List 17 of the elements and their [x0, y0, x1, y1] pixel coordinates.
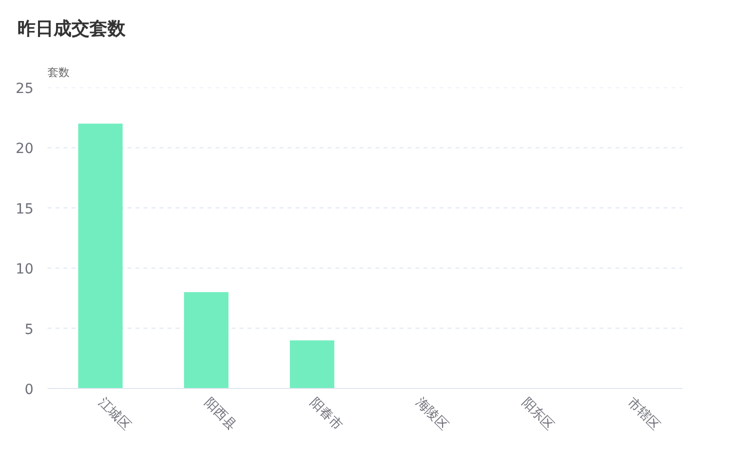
bar: [184, 292, 228, 388]
x-tick-label: 市辖区: [624, 395, 662, 434]
bar: [290, 340, 334, 388]
x-tick-label: 海陵区: [412, 395, 451, 434]
y-tick-label: 5: [24, 322, 34, 338]
x-tick-label: 阳西县: [200, 395, 240, 434]
x-tick-label: 阳春市: [306, 395, 345, 434]
y-tick-label: 25: [16, 81, 34, 97]
bar: [78, 124, 123, 388]
x-tick-label: 阳东区: [518, 395, 557, 434]
y-tick-label: 20: [16, 141, 34, 158]
x-tick-label: 江城区: [95, 395, 134, 434]
y-tick-label: 15: [16, 201, 34, 218]
y-tick-label: 10: [16, 262, 34, 278]
y-axis-title: 套数: [48, 66, 70, 79]
chart-title: 昨日成交套数: [18, 18, 126, 40]
y-tick-label: 0: [24, 382, 34, 398]
